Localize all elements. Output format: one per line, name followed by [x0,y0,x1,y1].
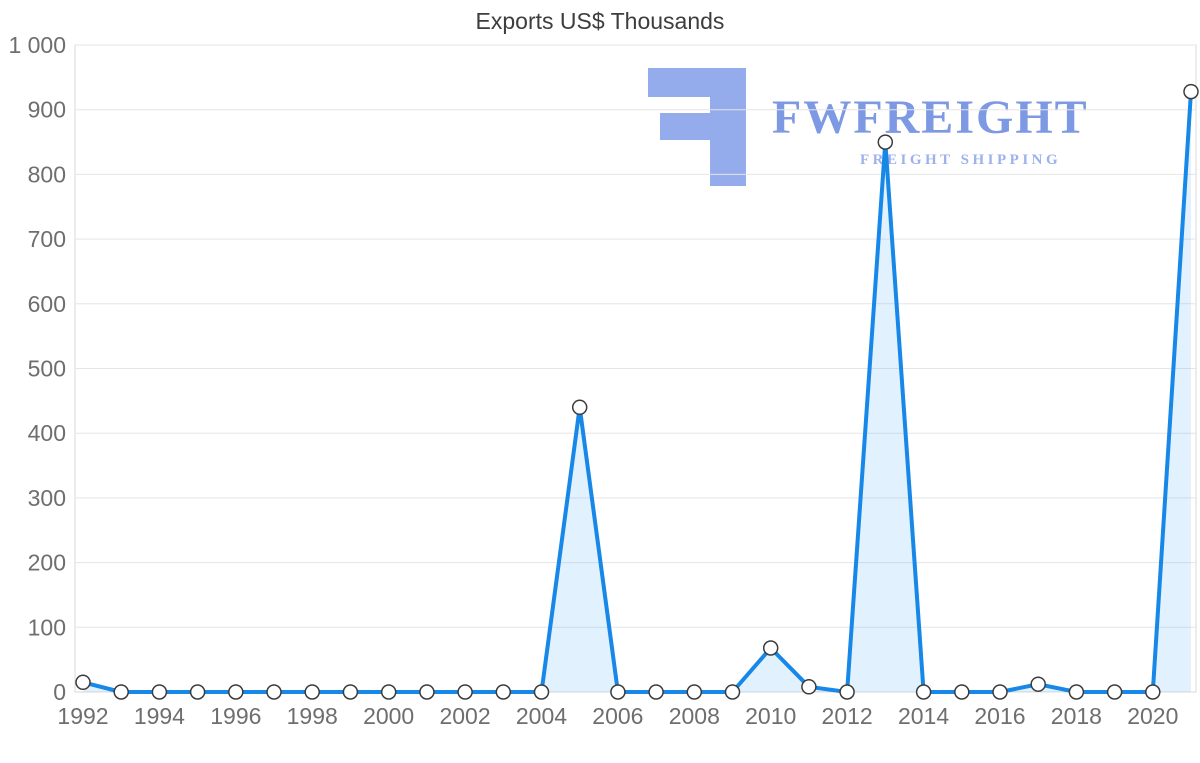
y-axis-label: 900 [28,97,66,123]
y-axis-label: 800 [28,161,66,187]
data-point-marker [457,684,473,700]
data-point-marker [495,684,512,700]
data-point-marker [1068,684,1085,700]
x-axis-label: 2010 [745,703,796,729]
data-point-marker [75,674,91,691]
x-axis-label: 2016 [974,703,1025,729]
data-point-marker [189,684,206,700]
y-axis-label: 0 [53,679,66,705]
data-point-marker [1145,684,1161,700]
data-point-marker [266,684,282,700]
x-axis-label: 2000 [363,703,414,729]
y-axis-label: 1 000 [8,32,66,58]
x-axis-label: 1992 [57,703,108,729]
data-point-marker [1183,83,1199,100]
x-axis-label: 2020 [1127,703,1178,729]
data-point-marker [419,684,435,700]
data-point-marker [1106,684,1123,700]
x-axis-label: 2006 [592,703,643,729]
series-area [83,91,1191,693]
data-point-marker [610,684,626,700]
data-point-marker [877,134,894,150]
data-point-marker [686,684,703,700]
data-point-marker [342,684,359,700]
data-point-marker [533,684,550,700]
data-point-marker [304,684,320,700]
y-axis-label: 200 [28,550,66,576]
data-point-marker [113,684,129,700]
series-line [81,89,1193,694]
x-axis-label: 1998 [287,703,338,729]
x-axis-label: 1994 [134,703,185,729]
y-axis-label: 400 [28,420,66,446]
data-point-marker [839,684,855,700]
data-point-marker [648,684,664,700]
data-point-marker [1030,676,1046,692]
y-axis-label: 500 [28,356,66,382]
y-axis-label: 600 [28,291,66,317]
chart-title: Exports US$ Thousands [475,8,725,34]
x-axis-label: 1996 [210,703,261,729]
data-point-marker [915,684,932,700]
x-axis-label: 2014 [898,703,949,729]
x-axis-label: 2004 [516,703,567,729]
data-point-marker [954,684,970,700]
x-axis-label: 2018 [1051,703,1102,729]
data-point-marker [151,684,168,700]
y-axis-label: 700 [28,226,66,252]
x-axis-label: 2008 [669,703,720,729]
x-axis-label: 2002 [439,703,490,729]
data-point-marker [724,684,741,700]
data-point-marker [992,684,1008,700]
data-point-marker [762,640,779,656]
y-axis-label: 300 [28,485,66,511]
data-point-marker [571,399,588,416]
data-point-marker [801,679,817,695]
data-point-marker [228,684,244,700]
y-axis-label: 100 [28,614,66,640]
data-point-marker [380,684,397,700]
x-axis-label: 2012 [822,703,873,729]
